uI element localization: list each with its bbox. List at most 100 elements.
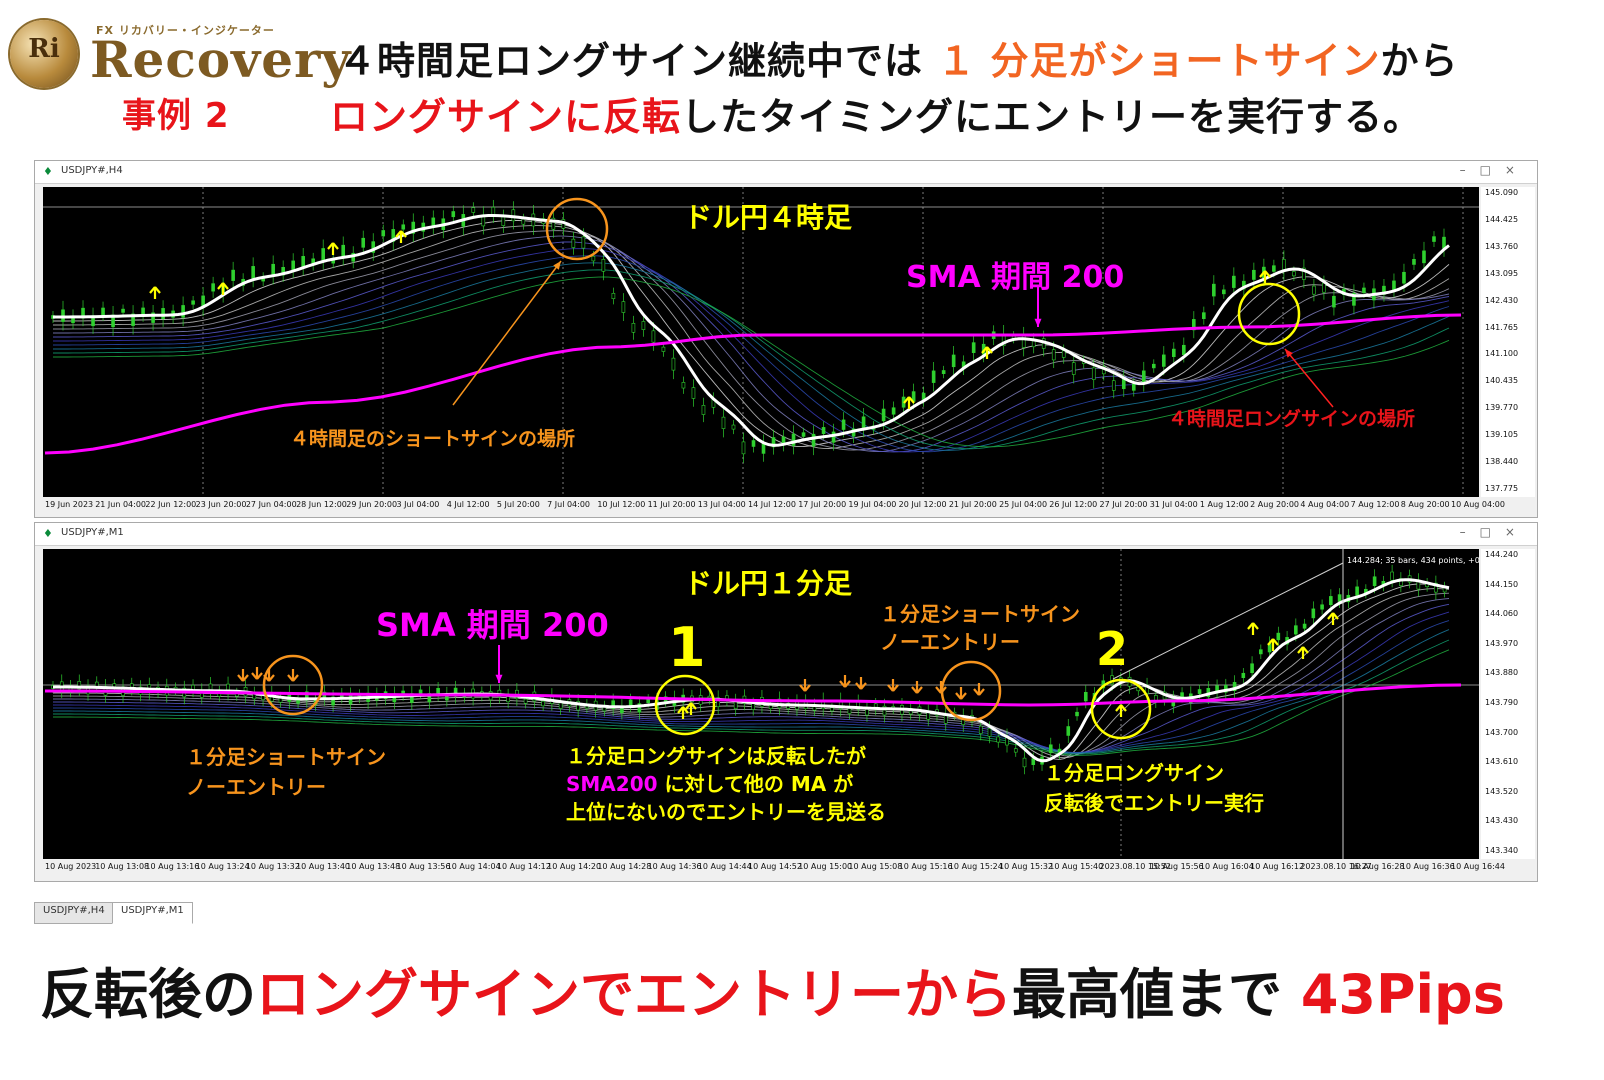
candle-body <box>1022 757 1027 768</box>
time-tick-label: 21 Jun 04:00 <box>95 500 147 509</box>
sma-200-line <box>45 683 1462 707</box>
sma-200-line <box>44 313 1462 455</box>
price-tick-label: 145.090 <box>1485 188 1519 197</box>
chart-area-h4[interactable] <box>43 187 1479 497</box>
h4-short-sign-label: ４時間足のショートサインの場所 <box>290 428 576 450</box>
highlight-circle <box>1237 282 1301 346</box>
candle-body <box>361 237 366 248</box>
m1-short-noentry-right-line1: １分足ショートサイン <box>880 602 1080 626</box>
candle-body <box>791 433 796 446</box>
headline-1-part-c: から <box>1380 39 1459 83</box>
chart-area-m1[interactable]: 144.284; 35 bars, 434 points, +0.30% <box>43 549 1501 859</box>
candle-body <box>1276 632 1281 641</box>
candle-body <box>1355 586 1359 596</box>
window-controls[interactable]: –□× <box>1459 525 1529 539</box>
time-tick-label: 13 Jul 04:00 <box>697 500 746 509</box>
candle-body <box>551 217 556 230</box>
time-tick-label: 8 Aug 20:00 <box>1400 500 1450 509</box>
moving-average-line <box>53 255 1450 453</box>
time-tick-label: 19 Jul 04:00 <box>848 500 897 509</box>
price-tick-label: 143.880 <box>1485 668 1519 678</box>
candle-body <box>1332 295 1336 308</box>
window-titlebar-m1[interactable]: ♦ USDJPY#,M1 –□× <box>35 523 1537 546</box>
candle-body <box>1294 625 1298 635</box>
candle-body <box>161 308 165 319</box>
candle-body <box>301 256 305 268</box>
window-titlebar-h4[interactable]: ♦ USDJPY#,H4 –□× <box>35 161 1537 184</box>
candle-body <box>501 216 506 226</box>
time-tick-label: 10 Aug 15:08 <box>848 862 903 871</box>
candle-body <box>1111 380 1116 391</box>
candle-body <box>401 224 406 230</box>
fast-ma-line <box>53 214 1450 447</box>
candle-body <box>1442 236 1446 249</box>
m1-skip-note-line2: SMA200 に対して他の MA が <box>566 770 886 798</box>
brand-logo: Ri FX リカバリー・インジケーター Recovery <box>10 20 350 90</box>
tab-usdjpy-m1[interactable]: USDJPY#,M1 <box>112 902 193 924</box>
highlight-circle <box>1090 678 1152 740</box>
m1-marker-number-2: 2 <box>1096 622 1129 676</box>
highlight-circle <box>940 660 1002 722</box>
short-sign-arrow <box>911 681 923 694</box>
time-tick-label: 10 Aug 16:12 <box>1250 862 1305 871</box>
short-sign-arrow <box>237 669 249 682</box>
chart-window-h4[interactable]: ♦ USDJPY#,H4 –□× 145.090 144.425 143.760 14… <box>34 160 1538 518</box>
short-sign-arrow <box>955 687 967 700</box>
candle-body <box>381 230 386 237</box>
candle-body <box>581 236 586 249</box>
price-tick-label: 143.760 <box>1485 241 1519 251</box>
candle-body <box>1212 283 1216 297</box>
candle-body <box>931 370 936 383</box>
candle-body <box>771 437 776 448</box>
candle-body <box>1412 258 1416 265</box>
price-tick-label: 141.100 <box>1485 349 1519 359</box>
time-tick-label: 21 Jul 20:00 <box>948 500 997 509</box>
logo-subtitle: FX リカバリー・インジケーター <box>96 24 275 37</box>
short-sign-arrow <box>973 683 985 696</box>
footer-part-b: ロングサインでエントリーから <box>256 963 1012 1026</box>
h4-chart-title: ドル円４時足 <box>684 201 853 234</box>
candle-body <box>521 218 526 225</box>
time-tick-label: 10 Aug 13:32 <box>245 862 300 871</box>
moving-average-line <box>53 269 1450 450</box>
measure-line <box>1112 562 1344 680</box>
window-title-h4: USDJPY#,H4 <box>61 165 123 176</box>
time-tick-label: 10 Aug 2023 <box>45 862 97 871</box>
time-tick-label: 10 Aug 16:28 <box>1350 862 1405 871</box>
headline-1-part-a: ４時間足ロングサイン継続中では <box>338 39 938 83</box>
m1-marker-number-1: 1 <box>668 616 706 679</box>
candle-body <box>1172 348 1176 357</box>
case-label: 事例 2 <box>122 96 230 136</box>
candle-body <box>1131 383 1136 391</box>
candle-body <box>101 307 105 316</box>
candle-body <box>751 440 756 447</box>
m1-skip-note-line3: 上位にないのでエントリーを見送る <box>566 800 886 824</box>
m1-long-entry-note: １分足ロングサイン 反転後でエントリー実行 <box>1044 758 1264 818</box>
candle-body <box>151 312 155 323</box>
candle-body <box>1250 663 1254 674</box>
candle-body <box>1202 312 1206 319</box>
chart-window-m1[interactable]: ♦ USDJPY#,M1 –□× 144.284; 35 bars, 434 p… <box>34 522 1538 882</box>
candle-body <box>681 382 686 389</box>
annotation-pointer <box>452 260 562 406</box>
time-tick-label: 10 Aug 04:00 <box>1451 500 1505 509</box>
chart-window-icon: ♦ <box>43 165 53 178</box>
long-sign-arrow <box>395 230 407 243</box>
candle-body <box>701 405 706 415</box>
candle-body <box>721 416 726 429</box>
window-controls[interactable]: –□× <box>1459 163 1529 177</box>
long-sign-arrow <box>685 702 697 715</box>
highlight-circle <box>545 197 609 261</box>
moving-average-line <box>53 241 1450 453</box>
candle-body <box>1075 711 1079 717</box>
long-sign-arrow <box>677 706 689 719</box>
moving-average-line <box>53 235 1450 452</box>
tab-usdjpy-h4[interactable]: USDJPY#,H4 <box>34 902 114 924</box>
candle-body <box>1390 571 1394 581</box>
candle-body <box>576 701 580 711</box>
headline-2-part-b: したタイミングにエントリーを実行する。 <box>681 95 1423 139</box>
short-sign-arrow <box>287 669 299 682</box>
candle-body <box>1320 604 1324 610</box>
candle-body <box>1434 582 1438 593</box>
time-tick-label: 2023.08.10 16:27 <box>1300 862 1372 871</box>
